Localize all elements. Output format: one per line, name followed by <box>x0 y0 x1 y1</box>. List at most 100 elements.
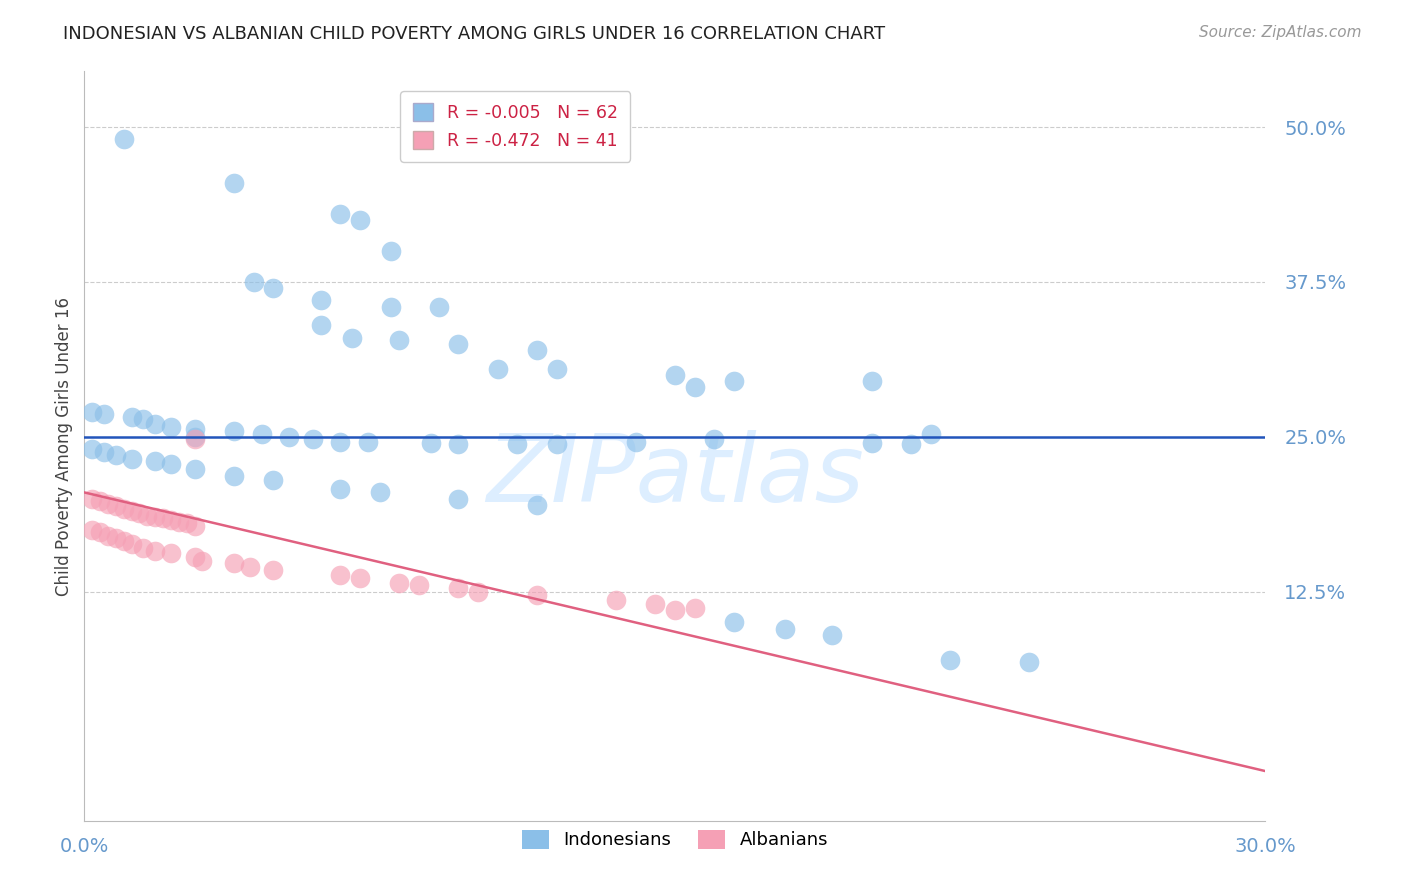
Point <box>664 603 686 617</box>
Point <box>900 437 922 451</box>
Point <box>939 653 962 667</box>
Point <box>143 417 166 432</box>
Point <box>89 494 111 508</box>
Point <box>222 424 245 438</box>
Point <box>121 537 143 551</box>
Point <box>82 491 104 506</box>
Point <box>143 543 166 558</box>
Point <box>920 427 942 442</box>
Point <box>723 374 745 388</box>
Point <box>447 336 470 351</box>
Point <box>349 571 371 585</box>
Point <box>128 507 150 521</box>
Point <box>160 546 183 560</box>
Point <box>89 524 111 539</box>
Point <box>388 575 411 590</box>
Point <box>250 427 273 442</box>
Point <box>467 584 489 599</box>
Point <box>723 615 745 630</box>
Point <box>301 432 323 446</box>
Point <box>486 361 509 376</box>
Point <box>447 437 470 451</box>
Point <box>104 531 127 545</box>
Point <box>132 412 155 426</box>
Point <box>860 374 883 388</box>
Point <box>82 442 104 456</box>
Point <box>143 510 166 524</box>
Point <box>183 519 205 533</box>
Point <box>104 448 127 462</box>
Point <box>242 275 264 289</box>
Point <box>222 469 245 483</box>
Point <box>427 300 450 314</box>
Point <box>380 244 402 258</box>
Point <box>191 553 214 567</box>
Point <box>349 213 371 227</box>
Point <box>526 498 548 512</box>
Point <box>160 513 183 527</box>
Point <box>262 564 284 578</box>
Point <box>447 581 470 595</box>
Point <box>546 361 568 376</box>
Point <box>97 497 120 511</box>
Point <box>329 207 352 221</box>
Point <box>773 622 796 636</box>
Point <box>121 504 143 518</box>
Point <box>97 529 120 543</box>
Point <box>93 444 115 458</box>
Point <box>112 501 135 516</box>
Point <box>183 422 205 436</box>
Point <box>160 419 183 434</box>
Point <box>112 132 135 146</box>
Point <box>121 409 143 424</box>
Point <box>408 578 430 592</box>
Point <box>278 430 301 444</box>
Point <box>419 436 441 450</box>
Legend: Indonesians, Albanians: Indonesians, Albanians <box>515 822 835 856</box>
Point <box>82 405 104 419</box>
Point <box>664 368 686 382</box>
Point <box>183 462 205 476</box>
Point <box>703 432 725 446</box>
Point <box>82 523 104 537</box>
Text: Source: ZipAtlas.com: Source: ZipAtlas.com <box>1198 25 1361 40</box>
Point <box>112 533 135 548</box>
Point <box>121 452 143 467</box>
Point <box>222 176 245 190</box>
Point <box>329 482 352 496</box>
Point <box>447 491 470 506</box>
Point <box>860 436 883 450</box>
Point <box>683 600 706 615</box>
Point <box>329 434 352 449</box>
Point <box>388 333 411 347</box>
Point <box>183 549 205 564</box>
Point <box>644 597 666 611</box>
Point <box>624 434 647 449</box>
Text: INDONESIAN VS ALBANIAN CHILD POVERTY AMONG GIRLS UNDER 16 CORRELATION CHART: INDONESIAN VS ALBANIAN CHILD POVERTY AMO… <box>63 25 886 43</box>
Point <box>380 300 402 314</box>
Point <box>183 432 205 446</box>
Point <box>239 559 262 574</box>
Point <box>183 430 205 444</box>
Point <box>262 281 284 295</box>
Point <box>167 515 190 529</box>
Point <box>357 434 380 449</box>
Point <box>340 331 363 345</box>
Point <box>160 457 183 471</box>
Point <box>152 511 174 525</box>
Point <box>143 454 166 468</box>
Y-axis label: Child Poverty Among Girls Under 16: Child Poverty Among Girls Under 16 <box>55 296 73 596</box>
Point <box>506 437 529 451</box>
Point <box>1018 655 1040 669</box>
Point <box>329 568 352 582</box>
Point <box>104 499 127 513</box>
Point <box>309 293 332 308</box>
Point <box>821 628 844 642</box>
Point <box>605 593 627 607</box>
Point <box>136 508 159 523</box>
Point <box>309 318 332 333</box>
Point <box>526 343 548 357</box>
Point <box>368 485 391 500</box>
Point <box>93 408 115 422</box>
Point <box>546 437 568 451</box>
